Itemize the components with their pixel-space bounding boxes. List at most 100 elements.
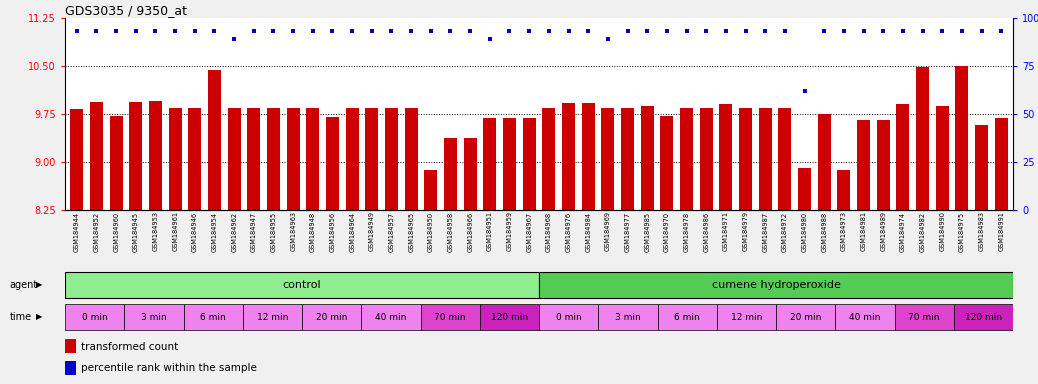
Point [836,28,852,35]
Bar [227,108,241,210]
Point [226,36,243,42]
Text: ▶: ▶ [35,313,43,321]
Point [363,28,380,35]
Point [147,28,164,35]
Bar [818,114,830,210]
Point [954,28,971,35]
Bar [90,102,103,210]
Bar [719,104,732,210]
Point [895,28,911,35]
Bar [65,305,125,329]
Text: control: control [282,280,322,290]
Text: 6 min: 6 min [675,313,700,321]
Bar [346,108,358,210]
Point [717,28,734,35]
Bar [954,305,1013,329]
Bar [71,109,83,210]
Bar [65,272,539,298]
Bar [208,70,221,210]
Text: 40 min: 40 min [849,313,880,321]
Point [108,28,125,35]
Bar [857,121,870,210]
Text: 120 min: 120 min [964,313,1002,321]
Bar [717,305,776,329]
Bar [125,305,184,329]
Point [600,36,617,42]
Bar [361,305,420,329]
Point [304,28,321,35]
Point [521,28,538,35]
Text: agent: agent [9,280,38,290]
Point [993,28,1010,35]
Bar [189,108,201,210]
Point [69,28,85,35]
Bar [326,117,338,210]
Bar [480,305,539,329]
Point [541,28,557,35]
Bar [65,339,77,353]
Point [265,28,281,35]
Bar [286,108,300,210]
Bar [657,305,717,329]
Bar [302,305,361,329]
Text: 0 min: 0 min [82,313,108,321]
Bar [539,305,598,329]
Bar [563,103,575,210]
Bar [523,118,536,210]
Point [344,28,360,35]
Text: 12 min: 12 min [731,313,762,321]
Bar [598,305,657,329]
Bar [110,116,122,210]
Bar [680,108,693,210]
Bar [306,108,320,210]
Bar [243,305,302,329]
Text: 70 min: 70 min [908,313,939,321]
Point [383,28,400,35]
Point [128,28,144,35]
Bar [543,108,555,210]
Bar [836,305,895,329]
Point [638,28,655,35]
Bar [169,108,182,210]
Bar [660,116,674,210]
Text: 12 min: 12 min [256,313,289,321]
Bar [65,361,77,374]
Point [462,28,479,35]
Point [658,28,675,35]
Text: 20 min: 20 min [790,313,821,321]
Bar [539,272,1013,298]
Bar [425,170,437,210]
Text: GDS3035 / 9350_at: GDS3035 / 9350_at [65,4,187,17]
Bar [149,101,162,210]
Bar [601,108,614,210]
Bar [405,108,417,210]
Bar [621,108,634,210]
Point [422,28,439,35]
Point [324,28,340,35]
Bar [895,305,954,329]
Bar [184,305,243,329]
Bar [759,108,771,210]
Text: 120 min: 120 min [491,313,528,321]
Bar [130,102,142,210]
Text: 20 min: 20 min [316,313,348,321]
Point [442,28,459,35]
Point [620,28,636,35]
Point [187,28,203,35]
Point [816,28,832,35]
Point [167,28,184,35]
Bar [581,103,595,210]
Point [875,28,892,35]
Bar [464,138,476,210]
Bar [484,118,496,210]
Point [757,28,773,35]
Point [561,28,577,35]
Bar [975,125,988,210]
Point [207,28,223,35]
Text: ▶: ▶ [35,280,43,290]
Point [482,36,498,42]
Point [698,28,714,35]
Point [580,28,597,35]
Point [776,28,793,35]
Point [796,88,813,94]
